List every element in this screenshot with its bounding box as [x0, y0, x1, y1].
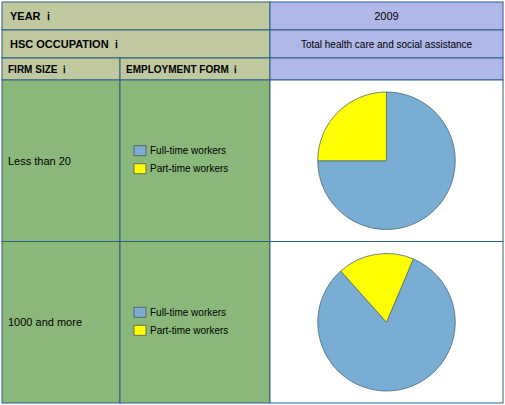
- column-header: FIRM SIZE ℹ: [8, 64, 66, 75]
- legend-swatch: [134, 146, 146, 156]
- header-label: YEAR ℹ: [10, 10, 50, 22]
- firm-size-label: Less than 20: [8, 155, 71, 167]
- legend-label: Part-time workers: [150, 325, 228, 336]
- header-value: 2009: [374, 10, 398, 22]
- pie-slice: [341, 253, 414, 322]
- legend-label: Part-time workers: [150, 163, 228, 174]
- pie: [318, 92, 456, 230]
- chart: YEAR ℹ 2009 HSC OCCUPATION ℹ Total health c…: [0, 0, 505, 405]
- pie-cell: [270, 80, 503, 242]
- legend-swatch: [134, 325, 146, 335]
- pie-slice: [318, 92, 456, 230]
- header-cell: [270, 30, 503, 58]
- legend-label: Full-time workers: [150, 307, 226, 318]
- legend-swatch: [134, 164, 146, 174]
- row-cell: [120, 80, 270, 242]
- legend-swatch: [134, 307, 146, 317]
- legend-label: Full-time workers: [150, 145, 226, 156]
- pie: [318, 253, 456, 391]
- column-header: EMPLOYMENT FORM ℹ: [126, 64, 237, 75]
- header-label: HSC OCCUPATION ℹ: [10, 38, 118, 50]
- header-cell: [2, 30, 270, 58]
- header-cell: [270, 58, 503, 80]
- header-cell: [2, 58, 120, 80]
- row-cell: [120, 242, 270, 404]
- firm-size-label: 1000 and more: [8, 316, 82, 328]
- pie-cell: [270, 242, 503, 404]
- header-value: Total health care and social assistance: [301, 39, 473, 50]
- header-cell: [120, 58, 270, 80]
- header-cell: [270, 2, 503, 30]
- row-cell: [2, 80, 120, 242]
- header-cell: [2, 2, 270, 30]
- pie-slice: [318, 92, 387, 161]
- row-cell: [2, 242, 120, 404]
